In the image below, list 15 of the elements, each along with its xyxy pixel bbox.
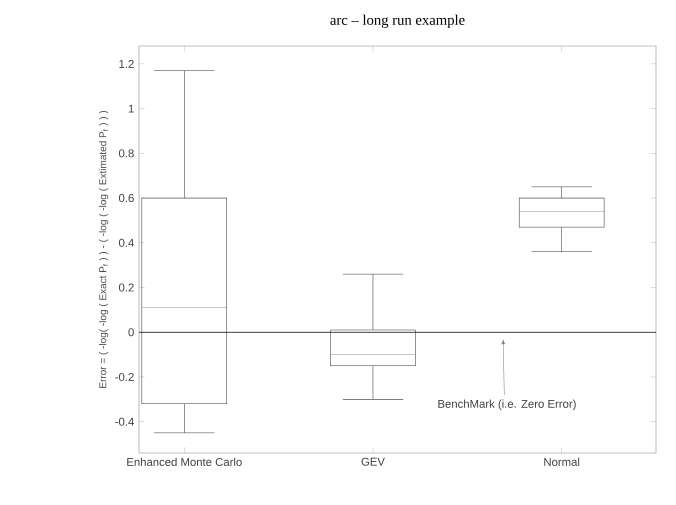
- x-tick-label: Enhanced Monte Carlo: [127, 458, 242, 466]
- y-tick-label: 1: [128, 104, 134, 113]
- y-tick-label: 0.4: [118, 238, 134, 247]
- y-tick-label: -0.2: [115, 372, 134, 381]
- x-tick-label: Normal: [544, 458, 580, 466]
- chart-title: arc – long run example: [330, 14, 465, 28]
- y-axis-title: Error = ( -log( -log ( Exact P$_{f}$ ) ) - ( -log ( -log ( Extimated P$_{f}$ ) ) ): [98, 110, 108, 388]
- y-tick-label: -0.4: [115, 418, 134, 426]
- y-tick-label: 0.8: [118, 149, 134, 158]
- x-tick-label: GEV: [362, 458, 385, 466]
- y-tick-label: 0.2: [118, 284, 134, 292]
- y-tick-label: 1.2: [119, 60, 134, 68]
- y-tick-label: 0.6: [118, 194, 134, 202]
- annotation: BenchMark (i.e. Zero Error): [438, 400, 576, 410]
- y-tick-label: 0: [128, 328, 134, 336]
